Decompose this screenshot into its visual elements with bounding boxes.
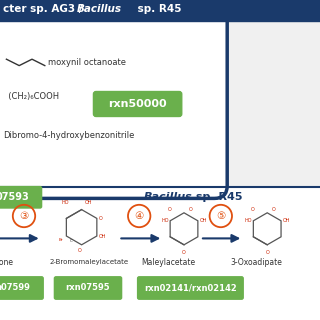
Text: HO: HO [161, 218, 169, 223]
Text: Bacillus: Bacillus [77, 4, 122, 14]
Text: ④: ④ [135, 211, 144, 221]
Text: ⑤: ⑤ [216, 211, 225, 221]
Text: O: O [182, 250, 186, 255]
FancyBboxPatch shape [93, 92, 182, 116]
Text: HO: HO [61, 200, 69, 205]
Text: 07593: 07593 [0, 192, 29, 203]
Text: rxn07595: rxn07595 [66, 284, 110, 292]
FancyBboxPatch shape [0, 187, 42, 208]
Text: sp. R45: sp. R45 [134, 4, 182, 14]
Text: cter sp. AG3 /: cter sp. AG3 / [3, 4, 86, 14]
Text: OH: OH [99, 234, 106, 239]
Text: OH: OH [283, 218, 290, 223]
Text: 2-Bromomaleylacetate: 2-Bromomaleylacetate [50, 260, 129, 265]
Text: C: C [69, 239, 72, 243]
Text: n07599: n07599 [0, 284, 30, 292]
Text: Dibromo-4-hydroxybenzonitrile: Dibromo-4-hydroxybenzonitrile [3, 132, 135, 140]
Text: sp. R45: sp. R45 [192, 192, 243, 203]
Text: Bacillus: Bacillus [144, 192, 193, 203]
FancyBboxPatch shape [0, 277, 43, 299]
Text: O: O [251, 207, 254, 212]
Text: 3-Oxoadipate: 3-Oxoadipate [230, 258, 282, 267]
Text: O: O [99, 216, 102, 221]
Text: OH: OH [85, 200, 92, 205]
FancyBboxPatch shape [0, 0, 320, 21]
Text: ③: ③ [20, 211, 28, 221]
Text: rxn50000: rxn50000 [108, 99, 167, 109]
Text: O: O [272, 207, 276, 212]
Text: moxynil octanoate: moxynil octanoate [48, 58, 126, 67]
Text: O: O [167, 207, 171, 212]
Text: O: O [265, 250, 269, 255]
FancyBboxPatch shape [54, 277, 122, 299]
Text: HO: HO [244, 218, 252, 223]
FancyBboxPatch shape [0, 0, 227, 198]
Text: rxn02141/rxn02142: rxn02141/rxn02142 [144, 284, 237, 292]
Text: Br: Br [59, 237, 63, 242]
Text: O: O [78, 248, 82, 253]
Bar [0, 187, 320, 320]
Text: OH: OH [199, 218, 207, 223]
Text: ainone: ainone [0, 258, 13, 267]
Text: Maleylacetate: Maleylacetate [141, 258, 195, 267]
Text: O: O [189, 207, 193, 212]
FancyBboxPatch shape [138, 277, 243, 299]
Text: (CH₂)₆COOH: (CH₂)₆COOH [3, 92, 59, 100]
